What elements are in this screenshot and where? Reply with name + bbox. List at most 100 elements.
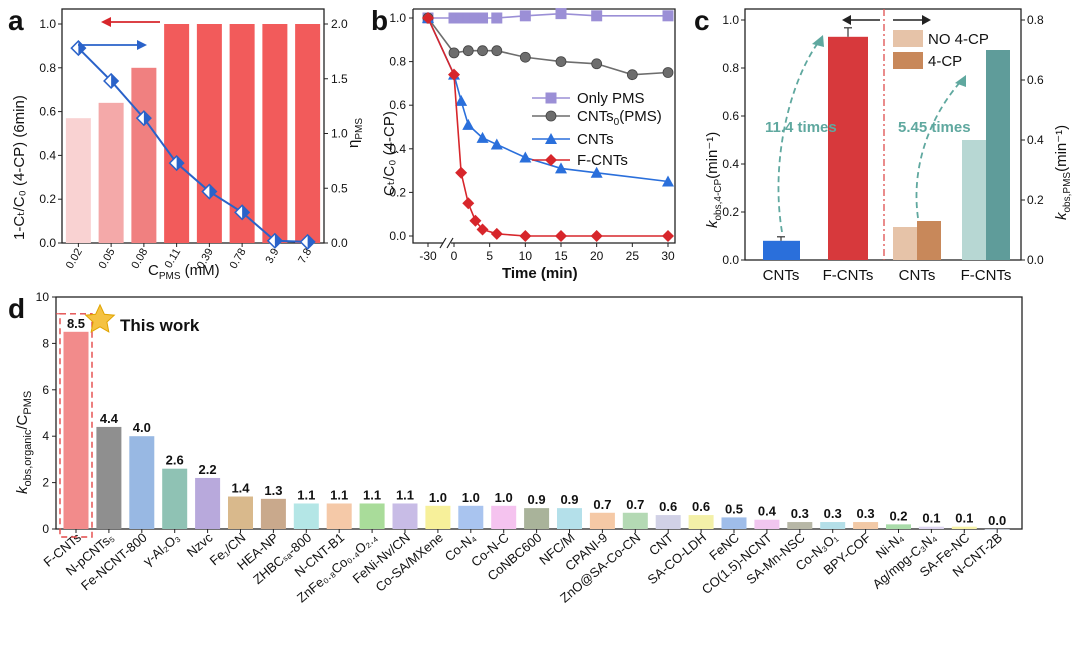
panel-a-bar bbox=[98, 102, 124, 243]
panel-a-eta-point-fill bbox=[242, 205, 250, 220]
panel-b-xlabel: Time (min) bbox=[502, 265, 578, 282]
panel-a-ytick-left-label: 0.2 bbox=[39, 192, 56, 206]
panel-a-xtick-label: 0.02 bbox=[64, 247, 85, 272]
panel-d-ylabel: kobs,organic/CPMS bbox=[14, 391, 34, 494]
panel-d-bar bbox=[293, 503, 319, 529]
panel-d-bar bbox=[228, 496, 253, 529]
panel-d-bar bbox=[721, 517, 747, 529]
panel-d-value-label: 4.0 bbox=[133, 420, 151, 435]
panel-b-axis-break bbox=[439, 237, 447, 249]
panel-b-series-line bbox=[427, 17, 669, 76]
panel-a-ytick-left-label: 1.0 bbox=[39, 17, 56, 31]
panel-a-ylabel-left: 1-Cₜ/C₀ (4-CP) (6min) bbox=[11, 95, 28, 240]
panel-b-series-point bbox=[490, 227, 503, 240]
panel-b-series-point bbox=[462, 197, 475, 210]
panel-d-value-label: 8.5 bbox=[67, 316, 85, 331]
panel-b-legend-label: F-CNTs bbox=[577, 152, 628, 169]
panel-a-left-arrow bbox=[101, 17, 160, 27]
panel-b-series-point bbox=[455, 166, 468, 179]
panel-b-series-point bbox=[591, 10, 603, 22]
panel-d-value-label: 1.3 bbox=[264, 483, 282, 498]
panel-d-bar bbox=[557, 508, 582, 529]
panel-d-value-label: 1.1 bbox=[297, 487, 315, 502]
panel-c-legend-swatch bbox=[893, 52, 923, 69]
panel-a-letter: a bbox=[8, 5, 24, 36]
panel-b-frame bbox=[412, 8, 676, 244]
panel-d-value-label: 0.5 bbox=[725, 501, 743, 516]
panel-d-bar bbox=[524, 508, 550, 529]
panel-c-bar bbox=[986, 50, 1010, 260]
panel-b-legend-marker bbox=[545, 110, 557, 122]
panel-a-ytick-left-label: 0.0 bbox=[39, 236, 56, 250]
panel-d-bar bbox=[622, 512, 648, 529]
panel-a: a 0.0 0.2 0.4 0.6 0.8 1.0 0.0 0.5 1.0 1.5 2.0 0.0… bbox=[8, 5, 365, 282]
panel-c-ytick-right-label: 0.8 bbox=[1027, 13, 1044, 27]
panel-a-bar bbox=[131, 67, 157, 243]
panel-b-xtick-label: 30 bbox=[661, 249, 675, 263]
panel-b-series-point bbox=[555, 162, 567, 174]
panel-c-right-arrow bbox=[893, 15, 931, 25]
panel-b-legend-label: CNTs0(PMS) bbox=[577, 108, 662, 128]
panel-c-letter: c bbox=[694, 5, 710, 36]
panel-a-ytick-right-label: 2.0 bbox=[331, 17, 348, 31]
panel-c-left-arrow bbox=[842, 15, 880, 25]
panel-d-value-label: 1.0 bbox=[462, 490, 480, 505]
panel-d-value-label: 1.4 bbox=[231, 481, 250, 496]
panel-b-series-point bbox=[422, 12, 434, 24]
panel-b-series-point bbox=[662, 175, 674, 187]
panel-a-bar bbox=[65, 118, 91, 243]
panel-b-legend-marker bbox=[545, 154, 557, 166]
panel-c-annotation-1: 11.4 times bbox=[765, 119, 837, 136]
panel-d-value-label: 0.3 bbox=[824, 506, 842, 521]
panel-d-value-label: 1.0 bbox=[429, 490, 447, 505]
panel-b-series-point bbox=[519, 151, 532, 163]
panel-b-legend-label: CNTs bbox=[577, 131, 614, 148]
panel-d-value-label: 0.7 bbox=[593, 497, 611, 512]
panel-b-series-point bbox=[491, 12, 503, 24]
panel-b-series-point bbox=[477, 12, 489, 24]
panel-d-value-label: 0.1 bbox=[922, 511, 940, 526]
panel-a-xtick-label: 3.9 bbox=[263, 247, 281, 266]
panel-c-bar bbox=[893, 227, 917, 260]
panel-d-bar bbox=[359, 503, 385, 529]
panel-c-ytick-left-label: 1.0 bbox=[722, 13, 739, 27]
panel-b-ylabel: Cₜ/C₀ (4-CP) bbox=[381, 111, 398, 196]
panel-d-bar bbox=[96, 426, 122, 529]
panel-d-bar bbox=[195, 477, 221, 529]
panel-b-ytick-label: 1.0 bbox=[389, 11, 406, 25]
panel-d-bar bbox=[425, 505, 451, 529]
panel-a-frame bbox=[61, 8, 325, 244]
panel-a-xtick-label: 7.8 bbox=[296, 247, 314, 266]
panel-c-ytick-right-label: 0.2 bbox=[1027, 193, 1044, 207]
panel-c-ytick-left-label: 0.0 bbox=[722, 253, 739, 267]
panel-b-series-point bbox=[590, 166, 603, 178]
panel-b-series-point bbox=[477, 45, 488, 57]
panel-d-value-label: 0.6 bbox=[692, 499, 710, 514]
panel-d-bar bbox=[162, 468, 188, 529]
panel-c-ytick-right-label: 0.6 bbox=[1027, 73, 1044, 87]
panel-d-value-label: 2.2 bbox=[199, 462, 217, 477]
panel-b-series-point bbox=[555, 56, 567, 67]
panel-c-legend-label: NO 4-CP bbox=[928, 31, 989, 48]
panel-b-xtick-label: -30 bbox=[419, 249, 437, 263]
panel-d-value-label: 1.1 bbox=[330, 487, 348, 502]
panel-a-eta-line bbox=[77, 47, 308, 243]
panel-a-bar bbox=[262, 24, 288, 243]
panel-b: b 0.0 0.2 0.4 0.6 0.8 1.0 -30 0 5 10 15 20 25 30 Only… bbox=[371, 5, 676, 282]
panel-d-bar bbox=[655, 515, 681, 529]
panel-c-bar bbox=[828, 36, 868, 260]
panel-d-xtick-label: γ-Al₂O₃ bbox=[140, 530, 182, 569]
panel-d-bar bbox=[918, 526, 944, 529]
panel-d-value-label: 1.0 bbox=[495, 490, 513, 505]
panel-a-bar bbox=[295, 24, 321, 243]
panel-d-bar bbox=[129, 436, 155, 529]
panel-a-ytick-right-label: 1.5 bbox=[331, 72, 348, 86]
panel-c-xtick-label: CNTs bbox=[899, 267, 936, 284]
panel-d-bar bbox=[951, 526, 977, 529]
panel-d-xtick-label: SA-CO-LDH bbox=[645, 530, 709, 587]
panel-c-bar bbox=[763, 240, 800, 260]
panel-b-axis-break-bg bbox=[443, 238, 451, 248]
panel-a-eta-point-fill bbox=[209, 184, 217, 199]
panel-c-curve-arrow bbox=[777, 39, 821, 233]
